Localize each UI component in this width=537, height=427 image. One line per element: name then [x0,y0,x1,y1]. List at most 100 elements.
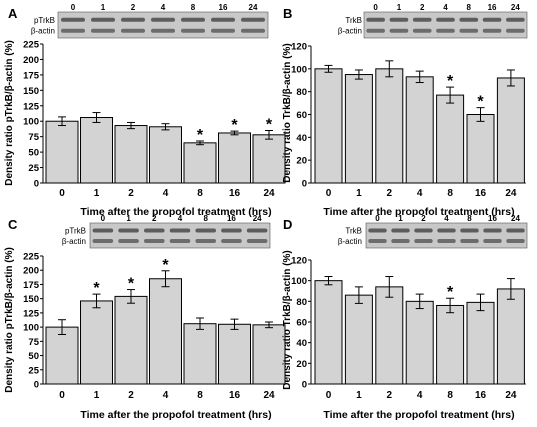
blot-band [91,28,115,33]
blot-row-label: pTrkB [65,227,86,236]
blot-lane-label: 8 [203,214,208,223]
bar [314,68,343,184]
blot-lane-label: 1 [126,214,131,223]
significance-marker: * [447,284,454,301]
blot-lane-label: 4 [444,214,449,223]
blot-row-label: pTrkB [34,16,55,25]
x-tick-label: 8 [447,188,453,199]
y-tick-label: 50 [28,148,39,159]
blot-lane-label: 2 [131,3,136,12]
y-tick-label: 0 [302,179,307,190]
blot-band [459,17,479,22]
x-tick-label: 4 [163,188,169,199]
blot-band [391,239,410,243]
blot-image [365,222,528,249]
x-tick-label: 2 [128,390,134,401]
blot-band [118,239,139,243]
blot-lane-label: 8 [467,3,472,12]
blot-band [368,228,387,233]
blot-band [181,28,205,33]
blot-band [246,239,268,243]
y-tick-label: 200 [23,266,39,277]
blot-lane-label: 24 [249,3,258,12]
bar [466,301,495,385]
x-tick-label: 24 [505,390,517,401]
blot-band [181,17,205,22]
blot-band [195,239,216,243]
x-axis-title: Time after the propofol treatment (hrs) [323,206,514,218]
x-tick-label: 1 [356,188,362,199]
y-tick-label: 125 [23,101,40,112]
x-tick-label: 0 [326,390,332,401]
blot-band [366,17,385,22]
blot-lane-label: 2 [152,214,157,223]
blot-lane-label: 16 [488,214,497,223]
blot-band [460,239,479,243]
panel-label: D [283,217,292,232]
blot-band [482,28,502,33]
panel-label: B [283,6,292,21]
bar [405,76,434,184]
blot-lane-label: 4 [178,214,183,223]
y-tick-label: 225 [23,40,40,51]
blot-lane-label: 4 [443,3,448,12]
x-tick-label: 2 [387,390,393,401]
y-tick-label: 25 [28,163,39,174]
y-tick-label: 0 [302,380,307,391]
blot-band [482,17,502,22]
x-tick-label: 16 [229,390,241,401]
blot-band [506,28,525,33]
significance-marker: * [477,94,484,111]
blot-lane-label: 8 [191,3,196,12]
bar [114,295,148,385]
x-tick-label: 16 [475,188,487,199]
blot-image [89,222,271,249]
y-tick-label: 225 [23,252,40,263]
x-tick-label: 24 [263,188,275,199]
significance-marker: * [128,276,135,293]
blot-band [483,228,502,233]
y-tick-label: 100 [291,64,307,75]
bar [436,304,465,385]
blot-band [92,239,114,243]
y-tick-label: 0 [34,179,39,190]
blot-band [195,228,216,233]
blot-row-label: β-actin [62,237,86,246]
panel-a: A 0 1 2 4 8 16 24pTrkBβ-actin025507510012515017… [4,3,286,218]
x-tick-label: 24 [263,390,275,401]
y-tick-label: 80 [296,297,307,308]
x-tick-label: 0 [59,188,65,199]
x-tick-label: 1 [94,390,100,401]
blot-band [506,17,525,22]
y-axis-title: Density ratio TrkB/β-actin (%) [282,250,293,389]
blot-band [121,17,145,22]
x-tick-label: 0 [326,188,332,199]
y-tick-label: 40 [296,338,307,349]
blot-band [368,239,387,243]
blot-lane-label: 2 [421,214,426,223]
blot-row-label: β-actin [338,27,362,36]
y-axis-title: Density ratio pTrkB/β-actin (%) [4,40,15,186]
blot-row-label: TrkB [345,227,362,236]
blot-band [221,239,242,243]
blot-lane-label: 0 [373,3,378,12]
bar [344,294,373,385]
blot-band [118,228,139,233]
y-axis-title: Density ratio pTrkB/β-actin (%) [4,247,15,393]
bar [405,300,434,385]
x-tick-label: 4 [163,390,169,401]
y-tick-label: 200 [23,55,39,66]
panel-label: A [8,6,18,21]
blot-band [144,239,165,243]
blot-band [412,28,432,33]
blot-band [91,17,115,22]
significance-marker: * [162,257,169,274]
blot-band [211,17,235,22]
blot-row-label: β-actin [31,27,55,36]
x-tick-label: 4 [417,188,423,199]
x-tick-label: 16 [475,390,487,401]
x-tick-label: 2 [387,188,393,199]
